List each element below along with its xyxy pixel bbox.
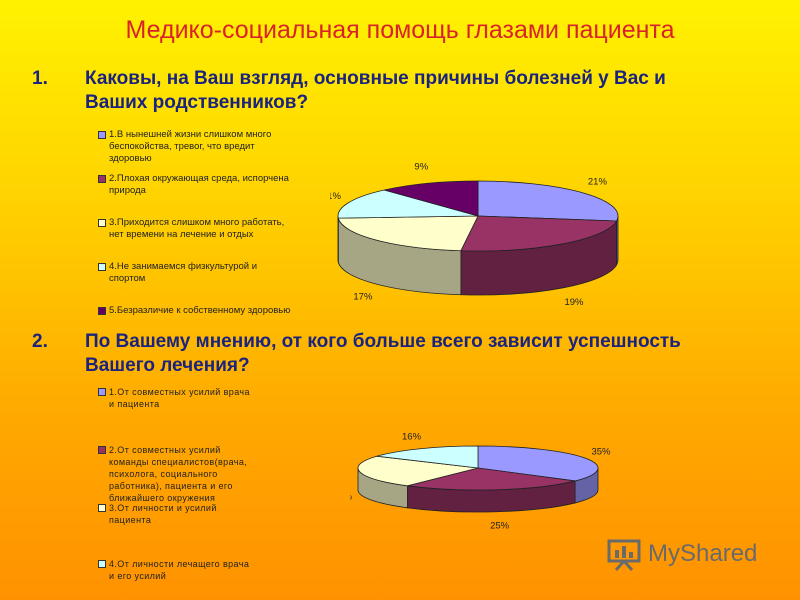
legend-swatch (98, 263, 106, 271)
pie-slice (384, 180, 479, 217)
legend-label: 1.В нынешней жизни слишком много беспокой… (109, 129, 271, 165)
legend-swatch (98, 446, 106, 454)
legend-label-line: нет времени на лечение и отдых (109, 229, 254, 240)
legend-label: 5.Безразличие к собственному здоровью (109, 305, 290, 317)
question-1: 1. Каковы, на Ваш взгляд, основные причи… (32, 67, 732, 117)
legend-label: 2.Плохая окружающая среда, испорчена прир… (109, 173, 289, 197)
legend-label-line: 4.От личности лечащего врача (109, 559, 250, 569)
legend-label: 3.От личности и усилий пациента (109, 502, 217, 526)
pie-slice (407, 467, 576, 491)
data-label: 35% (591, 447, 611, 458)
slide-title: Медико-социальная помощь глазами пациент… (125, 16, 675, 44)
legend-swatch (98, 131, 106, 139)
pie-slice (460, 215, 618, 252)
legend-swatch (98, 560, 106, 568)
pie-slice (337, 215, 479, 252)
legend-label: 1.От совместных усилий врача и пациента (109, 386, 250, 410)
legend-label-line: ближайшего окружения (109, 493, 216, 503)
data-label: 11% (330, 191, 341, 202)
legend-label-line: 4.Не занимаемся физкультурой и (109, 261, 258, 272)
data-label: 21% (588, 176, 608, 187)
legend-label-line: 2.От совместных усилий (109, 445, 221, 455)
legend-label: 4.Не занимаемся физкультурой и спортом (109, 261, 257, 285)
chart-1-legend: 1.В нынешней жизни слишком много беспокой… (98, 129, 338, 319)
legend-label: 2.От совместных усилий команды специалист… (109, 444, 247, 504)
pie-slice (337, 189, 479, 219)
legend-swatch (98, 175, 106, 183)
legend-label-line: спортом (109, 273, 146, 284)
logo-text: MyShared (648, 540, 758, 567)
question-2-number: 2. (32, 331, 48, 352)
legend-label-line: 3.От личности и усилий (109, 503, 217, 513)
legend-swatch (98, 388, 106, 396)
data-label: 9% (414, 162, 428, 173)
legend-label-line: 5.Безразличие к собственному здоровью (109, 305, 291, 316)
myshared-logo: MyShared (606, 537, 757, 571)
legend-label-line: пациента (109, 515, 152, 525)
legend-label: 3.Приходится слишком много работать, нет … (109, 217, 284, 241)
legend-label-line: 2.Плохая окружающая среда, испорчена (109, 173, 289, 184)
data-label: 19% (564, 297, 584, 308)
pie-slice (376, 445, 479, 469)
legend-label-line: психолога, социального (109, 469, 218, 479)
chart-2-pie: 35% 25% 24% 16% (350, 431, 611, 530)
legend-label-line: 1.В нынешней жизни слишком много (109, 129, 272, 140)
data-label: 17% (353, 291, 373, 302)
pie-slice (477, 180, 619, 222)
legend-label: 4.От личности лечащего врача и его усилий (109, 558, 249, 582)
legend-label-line: и пациента (109, 399, 160, 409)
question-1-text: Каковы, на Ваш взгляд, основные причины … (85, 68, 666, 113)
legend-swatch (98, 219, 106, 227)
chart-1-pie: 21% 19% 17% 11% 9% (330, 162, 619, 308)
data-label: 24% (350, 492, 353, 503)
data-label: 16% (402, 431, 422, 442)
presentation-board-icon (607, 539, 641, 571)
pie-slice (357, 455, 479, 487)
question-2: 2. По Вашему мнению, от кого больше всег… (32, 330, 732, 380)
legend-label-line: 3.Приходится слишком много работать, (109, 217, 285, 228)
legend-swatch (98, 504, 106, 512)
legend-label-line: природа (109, 185, 146, 196)
data-label: 25% (490, 521, 510, 530)
question-1-number: 1. (32, 68, 48, 89)
legend-label-line: беспокойства, тревог, что вредит (109, 141, 255, 152)
question-2-text: По Вашему мнению, от кого больше всего з… (85, 331, 681, 376)
legend-label-line: работника), пациента и его (109, 481, 233, 491)
legend-label-line: и его усилий (109, 571, 167, 581)
legend-label-line: команды специалистов(врача, (109, 457, 248, 467)
chart-2-legend: 1.От совместных усилий врача и пациента 2.… (98, 386, 298, 586)
legend-label-line: 1.От совместных усилий врача (109, 387, 250, 397)
pie-slice (477, 445, 599, 482)
legend-label-line: здоровью (109, 153, 152, 164)
legend-swatch (98, 307, 106, 315)
